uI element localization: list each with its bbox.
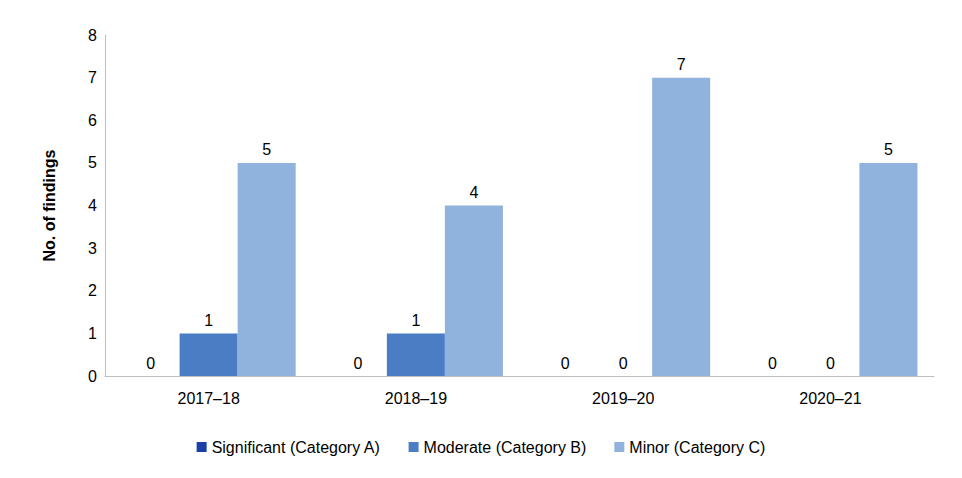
svg-text:6: 6 [88, 112, 97, 129]
svg-text:0: 0 [768, 355, 777, 372]
svg-text:No. of findings: No. of findings [41, 149, 58, 261]
svg-text:5: 5 [262, 141, 271, 158]
svg-text:3: 3 [88, 240, 97, 257]
svg-text:0: 0 [146, 355, 155, 372]
svg-text:0: 0 [561, 355, 570, 372]
svg-text:0: 0 [826, 355, 835, 372]
svg-text:5: 5 [884, 141, 893, 158]
svg-text:7: 7 [88, 69, 97, 86]
svg-text:8: 8 [88, 27, 97, 44]
svg-text:2018–19: 2018–19 [385, 390, 447, 407]
svg-text:1: 1 [411, 312, 420, 329]
svg-text:0: 0 [88, 368, 97, 385]
svg-text:4: 4 [469, 184, 478, 201]
svg-text:4: 4 [88, 197, 97, 214]
svg-text:Moderate (Category B): Moderate (Category B) [424, 439, 587, 456]
svg-text:0: 0 [619, 355, 628, 372]
svg-text:Minor (Category C): Minor (Category C) [629, 439, 765, 456]
svg-text:1: 1 [204, 312, 213, 329]
svg-text:0: 0 [353, 355, 362, 372]
svg-text:5: 5 [88, 154, 97, 171]
svg-text:Significant (Category A): Significant (Category A) [212, 439, 380, 456]
svg-text:1: 1 [88, 325, 97, 342]
svg-text:2019–20: 2019–20 [592, 390, 654, 407]
svg-text:2: 2 [88, 282, 97, 299]
svg-text:2020–21: 2020–21 [799, 390, 861, 407]
svg-text:7: 7 [677, 56, 686, 73]
svg-text:2017–18: 2017–18 [177, 390, 239, 407]
